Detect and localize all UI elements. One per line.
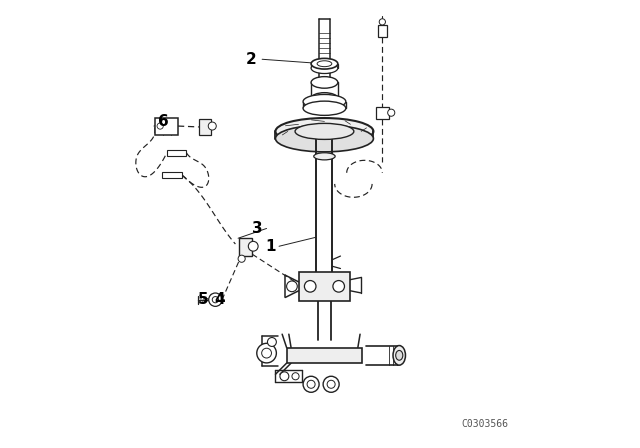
Circle shape: [303, 376, 319, 392]
Bar: [167, 150, 186, 156]
Text: 5: 5: [198, 292, 208, 307]
Ellipse shape: [303, 95, 346, 109]
Text: 1: 1: [266, 239, 276, 254]
Bar: [163, 172, 182, 178]
Circle shape: [307, 380, 315, 388]
Ellipse shape: [317, 61, 332, 67]
Circle shape: [248, 241, 258, 251]
Circle shape: [305, 280, 316, 292]
Circle shape: [257, 343, 276, 363]
Ellipse shape: [303, 101, 346, 116]
Ellipse shape: [393, 345, 406, 365]
Ellipse shape: [396, 350, 403, 360]
Bar: [239, 238, 252, 256]
Circle shape: [333, 280, 344, 292]
Circle shape: [287, 281, 298, 292]
Ellipse shape: [275, 118, 373, 145]
Circle shape: [212, 297, 218, 303]
Bar: [199, 119, 211, 135]
Circle shape: [292, 373, 299, 380]
Bar: [155, 117, 178, 134]
Text: C0303566: C0303566: [461, 419, 508, 429]
Circle shape: [280, 372, 289, 381]
Circle shape: [262, 348, 271, 358]
Text: 2: 2: [246, 52, 257, 67]
Circle shape: [209, 293, 222, 306]
Ellipse shape: [311, 93, 338, 104]
Circle shape: [388, 109, 395, 116]
Ellipse shape: [311, 63, 338, 73]
Bar: [376, 107, 389, 119]
Circle shape: [208, 122, 216, 130]
Ellipse shape: [311, 77, 338, 88]
Text: 6: 6: [158, 114, 169, 129]
Bar: [299, 272, 350, 301]
Bar: [378, 25, 387, 37]
Ellipse shape: [311, 58, 338, 69]
Ellipse shape: [314, 153, 335, 160]
Circle shape: [323, 376, 339, 392]
Bar: [287, 348, 362, 363]
Text: 3: 3: [252, 221, 263, 236]
Circle shape: [268, 337, 276, 346]
Circle shape: [238, 255, 245, 262]
Circle shape: [380, 19, 385, 25]
Ellipse shape: [275, 125, 373, 152]
Circle shape: [157, 123, 163, 129]
Ellipse shape: [295, 123, 354, 139]
Circle shape: [327, 380, 335, 388]
Text: 4: 4: [214, 292, 225, 307]
